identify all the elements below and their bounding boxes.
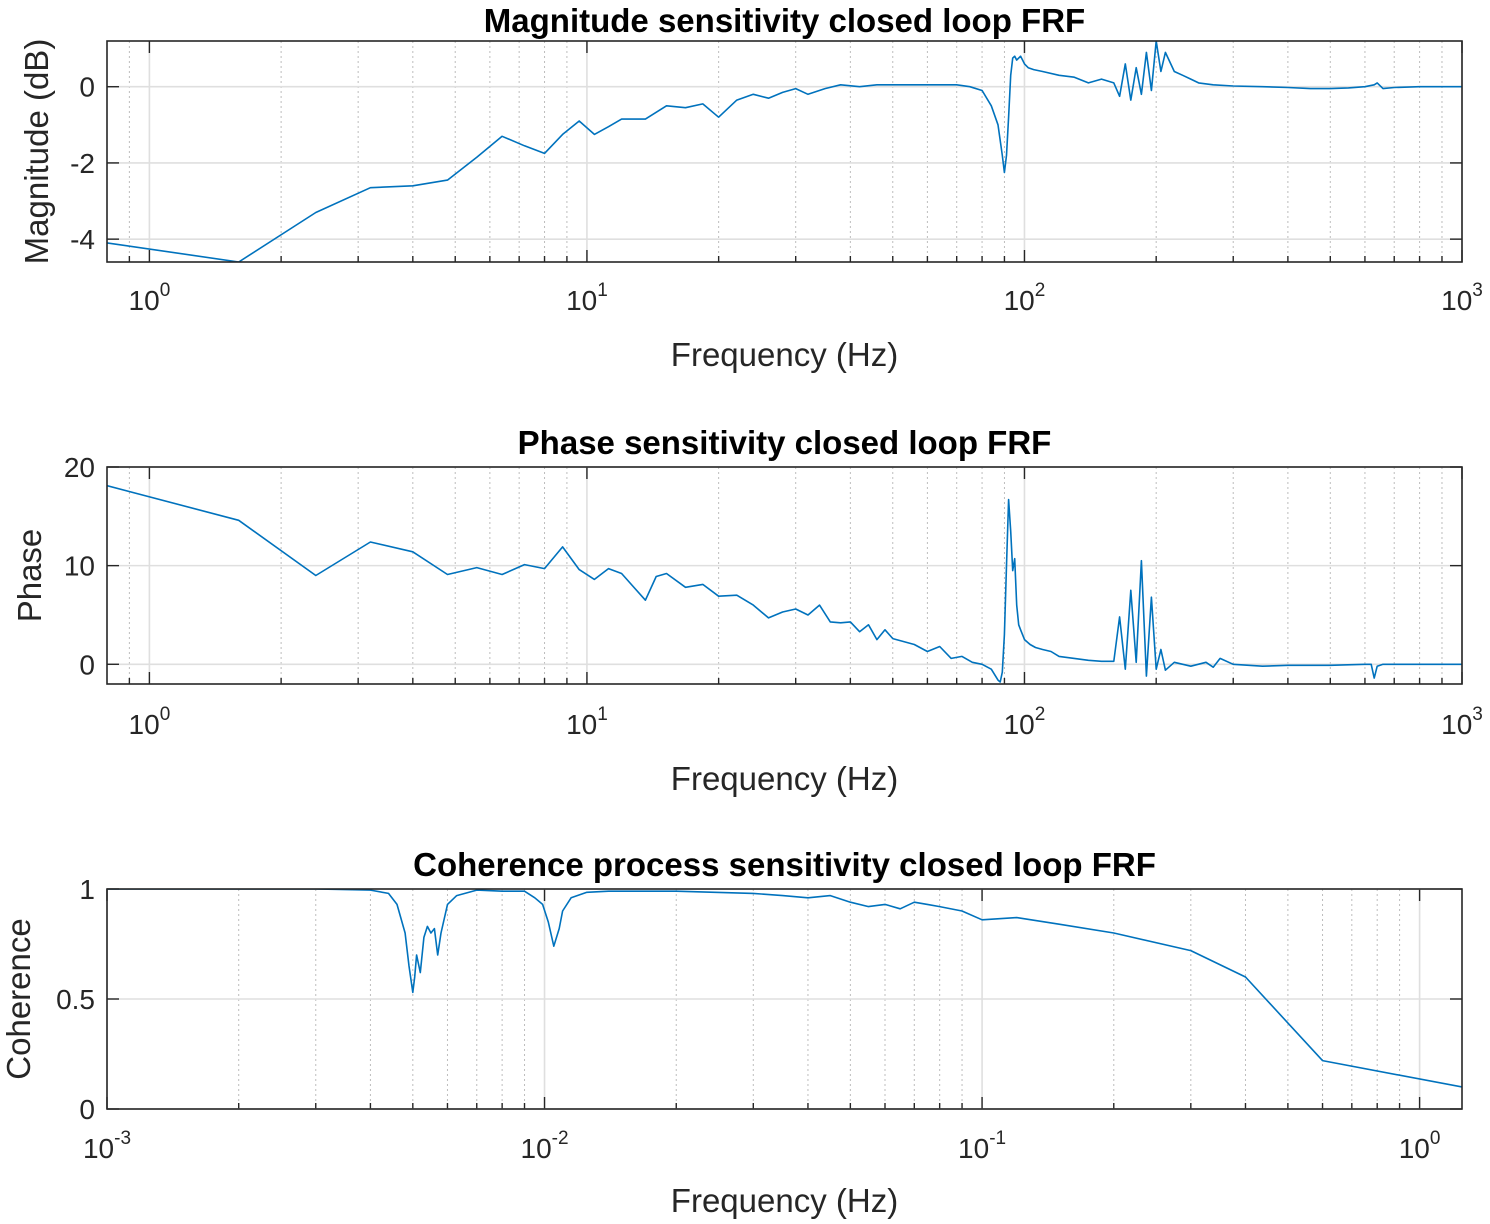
x-axis-label: Frequency (Hz) <box>671 1182 898 1219</box>
x-tick-label: 101 <box>566 280 608 316</box>
chart-title: Coherence process sensitivity closed loo… <box>413 846 1156 883</box>
chart-panel-3: 10-3 10-2 10-1 100 0 0.5 1 Coherence process se… <box>0 846 1463 1219</box>
y-tick-label: 1 <box>79 874 95 905</box>
x-tick-label: 10-3 <box>83 1128 131 1164</box>
y-tick-label: 0.5 <box>56 984 95 1015</box>
y-tick-label: 0 <box>79 649 95 680</box>
y-tick-label: -4 <box>70 224 95 255</box>
axes-box <box>106 40 1463 263</box>
x-tick-label: 100 <box>129 280 171 316</box>
chart-title: Magnitude sensitivity closed loop FRF <box>484 2 1085 39</box>
x-axis-label: Frequency (Hz) <box>671 760 898 797</box>
x-axis-label: Frequency (Hz) <box>671 336 898 373</box>
y-tick-label: 0 <box>79 1094 95 1125</box>
series-line-1 <box>107 484 1462 683</box>
chart-panel-2: 100 101 102 103 0 10 20 Phase sensitivity close… <box>11 424 1483 797</box>
y-axis-label: Phase <box>11 529 48 623</box>
x-tick-label: 102 <box>1004 704 1046 740</box>
y-axis-label: Coherence <box>0 918 37 1079</box>
chart-panel-1: 100 101 102 103 -4 -2 0 Magnitude sensitivity c… <box>18 2 1483 373</box>
y-axis-label: Magnitude (dB) <box>18 39 55 265</box>
y-tick-label: -2 <box>70 148 95 179</box>
x-tick-label: 100 <box>1399 1128 1441 1164</box>
x-tick-label: 102 <box>1004 280 1046 316</box>
axes-box <box>106 466 1463 685</box>
x-tick-label: 10-2 <box>521 1128 569 1164</box>
chart-title: Phase sensitivity closed loop FRF <box>518 424 1052 461</box>
y-tick-label: 10 <box>64 551 95 582</box>
x-tick-label: 100 <box>129 704 171 740</box>
y-tick-label: 20 <box>64 452 95 483</box>
series-line-1 <box>107 889 1462 1088</box>
axes-box <box>106 888 1463 1110</box>
x-tick-label: 101 <box>566 704 608 740</box>
series-line-1 <box>107 41 1462 262</box>
x-tick-label: 103 <box>1441 704 1483 740</box>
x-tick-label: 10-1 <box>958 1128 1006 1164</box>
y-tick-label: 0 <box>79 72 95 103</box>
x-tick-label: 103 <box>1441 280 1483 316</box>
